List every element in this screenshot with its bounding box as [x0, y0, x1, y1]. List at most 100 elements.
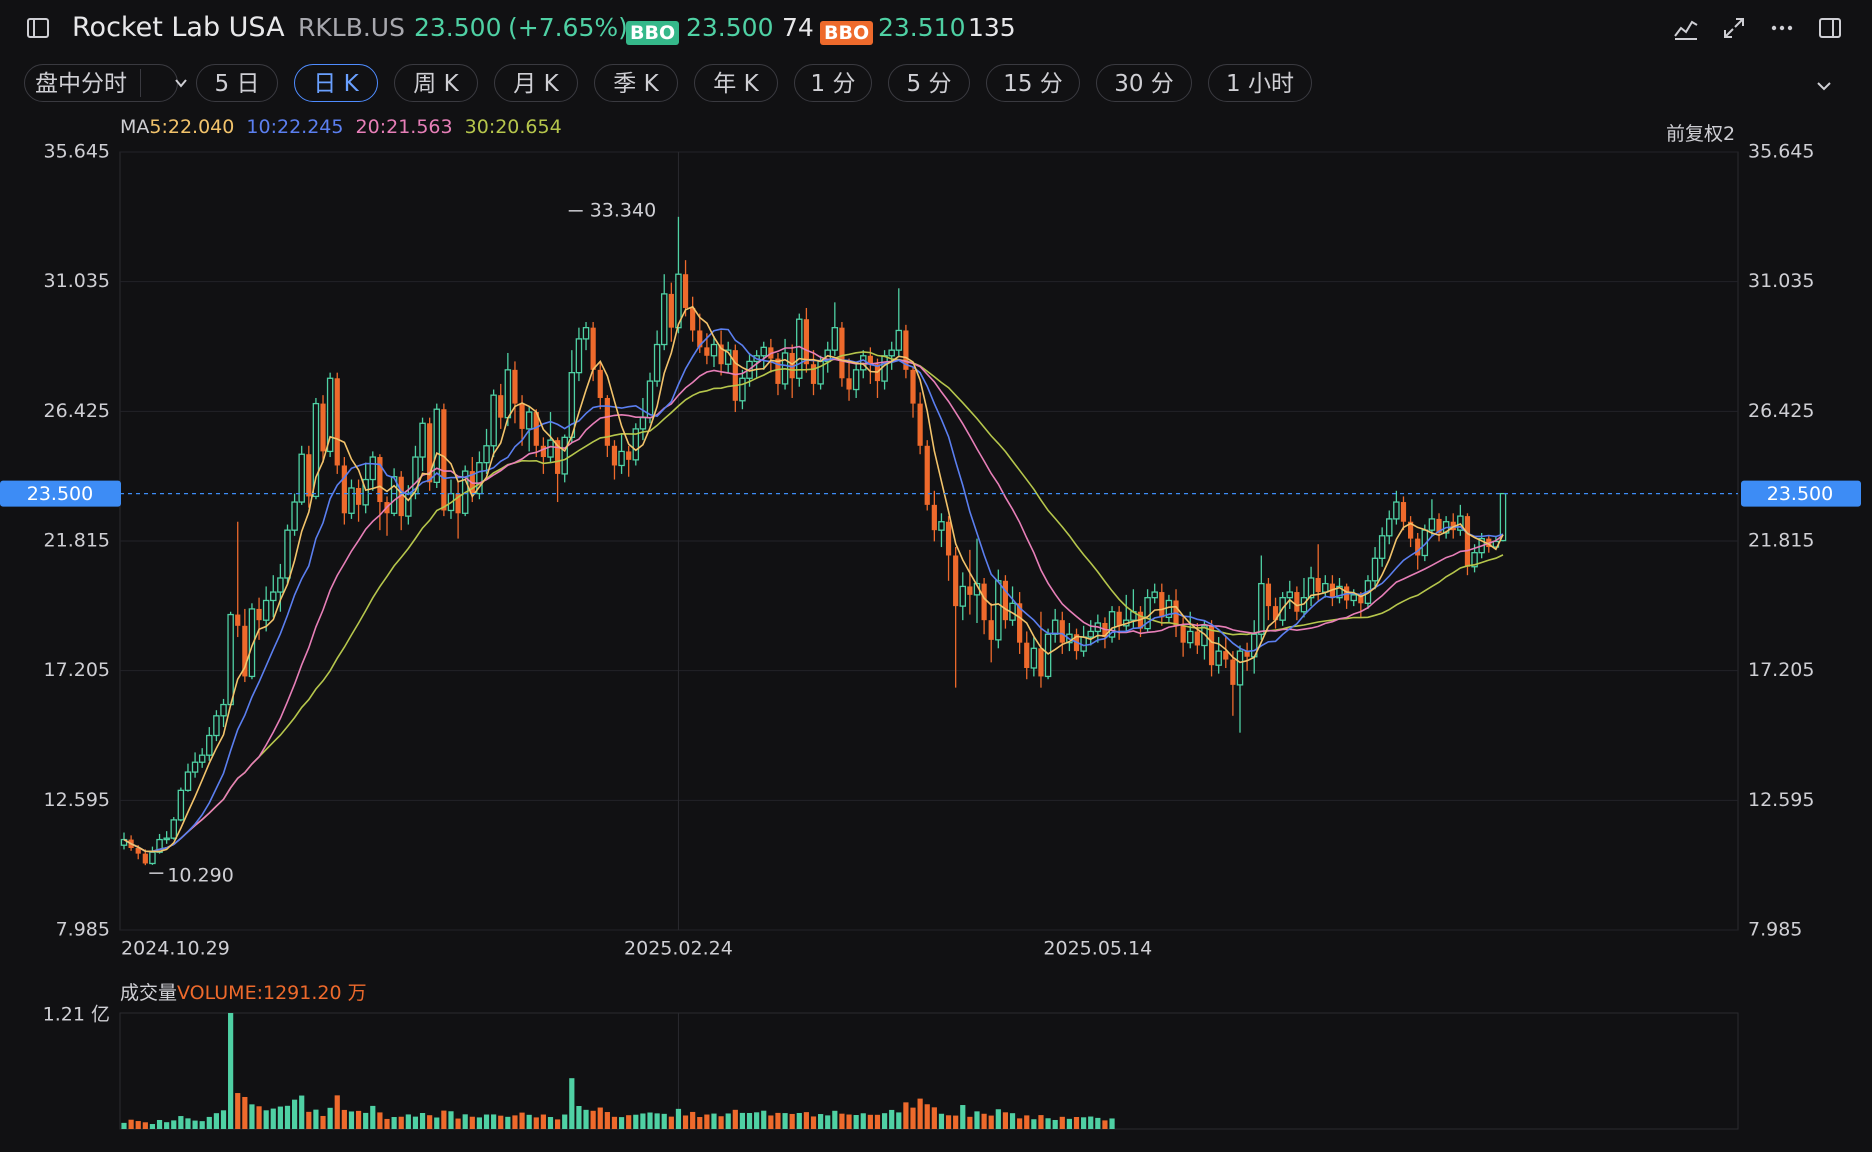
tab-quarterly-k[interactable]: 季 K [594, 64, 678, 102]
candle-body-up [1044, 633, 1052, 678]
tab-5-day[interactable]: 5 日 [196, 64, 278, 102]
price-change: (+7.65%) [508, 13, 628, 42]
volume-bar [384, 1118, 390, 1129]
ma-prefix: MA [120, 116, 150, 138]
volume-bar [690, 1111, 696, 1129]
volume-bar [867, 1114, 873, 1129]
candle-body-down [611, 445, 618, 466]
tab-monthly-k[interactable]: 月 K [494, 64, 578, 102]
volume-bar [156, 1119, 163, 1129]
candle-body-up [1371, 557, 1379, 582]
volume-bar [171, 1120, 177, 1129]
volume-bar [306, 1111, 312, 1129]
volume-bar [199, 1121, 205, 1129]
y-tick-label-left: 31.035 [44, 270, 110, 292]
volume-bar [341, 1109, 347, 1129]
tab-intraday[interactable]: 盘中分时 [24, 64, 187, 102]
candle-body-up [483, 445, 490, 464]
volume-bar [206, 1116, 212, 1129]
volume-bar [455, 1118, 461, 1129]
volume-bar [960, 1105, 966, 1129]
candle-body-up [1428, 518, 1436, 531]
volume-bar [782, 1113, 788, 1129]
candle-body-down [1464, 516, 1471, 567]
tab-weekly-k[interactable]: 周 K [394, 64, 478, 102]
volume-bar [732, 1109, 738, 1129]
volume-bar [725, 1113, 731, 1129]
volume-bar [661, 1113, 667, 1129]
candle-body-up [547, 439, 554, 458]
ma5-line [123, 305, 1504, 853]
adjust-mode-label[interactable]: 前复权2 [1666, 123, 1736, 145]
expand-chevron-icon[interactable] [1814, 76, 1834, 96]
candle-body-up [1499, 492, 1507, 542]
candle-body-down [682, 274, 689, 308]
candle-body-down [668, 293, 674, 328]
candle-body-down [626, 451, 632, 460]
last-price: 23.500 [414, 13, 502, 42]
bid-price: 23.500 [686, 13, 774, 42]
volume-bar [654, 1113, 660, 1129]
volume-bar [562, 1114, 568, 1129]
volume-bar [512, 1115, 518, 1129]
candle-body-up [1393, 501, 1400, 520]
candle-body-up [888, 349, 895, 357]
volume-bar [633, 1114, 639, 1129]
volume-bar [220, 1110, 227, 1129]
volume-bar [213, 1113, 220, 1129]
candle-body-down [690, 307, 696, 331]
volume-bar [355, 1110, 362, 1129]
volume-bar [526, 1114, 532, 1129]
volume-bar [626, 1115, 632, 1129]
tab-yearly-k[interactable]: 年 K [694, 64, 778, 102]
y-tick-label-right: 35.645 [1748, 141, 1814, 163]
candle-body-down [1159, 592, 1165, 618]
tab-1-min[interactable]: 1 分 [794, 64, 872, 102]
y-tick-label-left: 21.815 [44, 530, 110, 552]
candle-body-up [710, 343, 718, 357]
volume-bar [135, 1121, 141, 1129]
volume-bar [256, 1106, 262, 1129]
candle-body-down [910, 369, 916, 404]
volume-bar [370, 1105, 376, 1129]
volume-bar [668, 1116, 674, 1129]
volume-bar [611, 1116, 618, 1129]
tab-30-min[interactable]: 30 分 [1096, 64, 1192, 102]
indicator-chart-icon[interactable] [1672, 14, 1700, 42]
tab-label: 5 日 [214, 71, 260, 97]
candle-body-up [262, 599, 270, 621]
ma5-legend: 5:22.040 [149, 116, 235, 138]
candle-body-up [1322, 582, 1329, 593]
ask-price: 23.510 [878, 13, 966, 42]
candle-body-up [618, 450, 625, 467]
current-price-tag-right [1741, 480, 1861, 507]
volume-bar [1024, 1115, 1030, 1129]
sidebar-toggle-icon[interactable] [24, 14, 52, 42]
tab-15-min[interactable]: 15 分 [986, 64, 1080, 102]
tab-5-min[interactable]: 5 分 [888, 64, 970, 102]
more-icon[interactable] [1768, 14, 1796, 42]
volume-bar [398, 1116, 404, 1129]
candle-body-up [1215, 650, 1222, 666]
tab-daily-k[interactable]: 日 K [294, 64, 378, 102]
candle-body-up [760, 346, 767, 357]
volume-bar [299, 1095, 305, 1129]
volume-bar [860, 1113, 866, 1129]
candle-body-down [867, 355, 873, 365]
candle-body-up [198, 754, 206, 763]
volume-bar [874, 1114, 881, 1129]
candle-body-up [1051, 619, 1059, 635]
volume-bar [149, 1124, 156, 1129]
candle-body-up [1378, 535, 1386, 559]
candle-body-down [1436, 518, 1442, 533]
tab-label: 周 K [413, 71, 459, 97]
candle-body-up [1151, 591, 1158, 599]
chevron-down-icon[interactable] [173, 75, 189, 91]
tab-1-hour[interactable]: 1 小时 [1208, 64, 1312, 102]
candle-body-down [455, 493, 461, 514]
candle-body-down [334, 378, 340, 466]
fullscreen-icon[interactable] [1720, 14, 1748, 42]
candle-body-down [242, 625, 248, 677]
panel-toggle-icon[interactable] [1816, 14, 1844, 42]
